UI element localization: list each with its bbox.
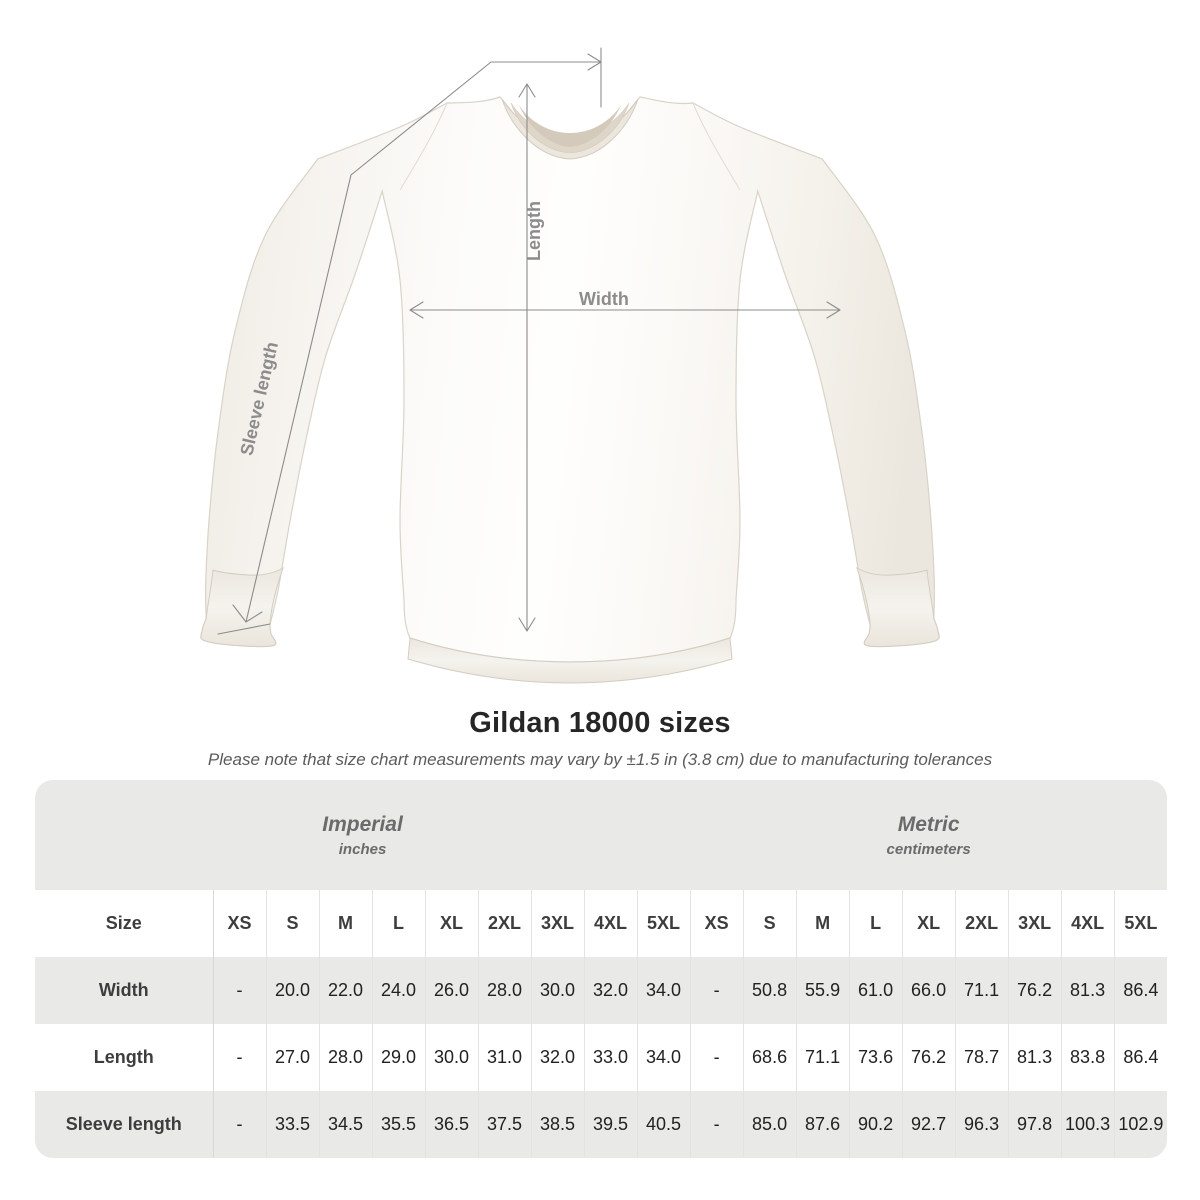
- svg-text:Width: Width: [579, 289, 629, 309]
- svg-text:Sleeve length: Sleeve length: [236, 340, 282, 458]
- svg-text:Length: Length: [524, 201, 544, 261]
